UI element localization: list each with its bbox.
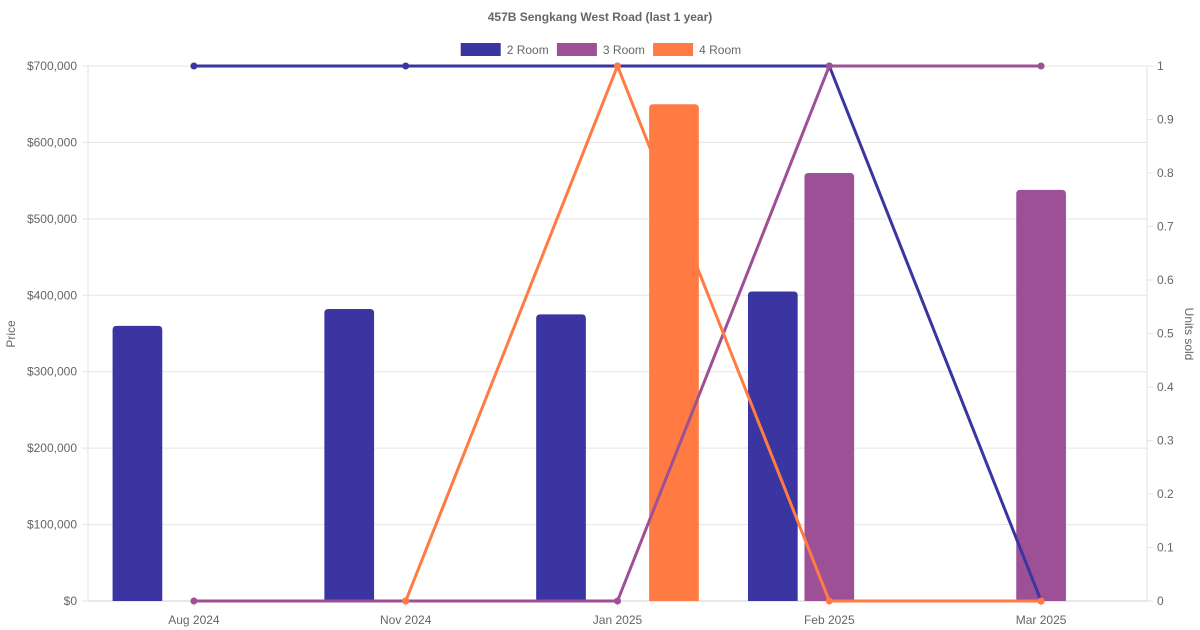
price-bar: [747, 291, 798, 601]
units-point: [614, 62, 621, 70]
right-tick-label: 0.9: [1157, 113, 1174, 127]
legend: 2 Room 3 Room 4 Room: [460, 43, 741, 57]
units-lines: [190, 62, 1045, 605]
price-bar: [1016, 189, 1066, 602]
units-point: [402, 597, 410, 605]
units-point: [825, 597, 833, 605]
price-bar: [112, 325, 163, 601]
right-axis-title: Units sold: [1182, 308, 1196, 361]
left-tick-label: $100,000: [27, 518, 77, 532]
right-tick-label: 0.8: [1157, 166, 1174, 180]
legend-swatch: [556, 43, 597, 56]
x-tick-label: Jan 2025: [593, 613, 643, 627]
grid-lines: [82, 65, 1153, 607]
legend-swatch: [653, 43, 694, 56]
left-tick-label: $300,000: [27, 365, 77, 379]
right-tick-label: 1: [1157, 59, 1164, 73]
units-point: [190, 597, 198, 605]
units-point: [1037, 62, 1045, 70]
right-axis-ticks: 0 0.1 0.2 0.3 0.4 0.5 0.6 0.7 0.8 0.9 1: [1157, 59, 1174, 608]
legend-label: 4 Room: [699, 43, 741, 57]
x-tick-label: Nov 2024: [380, 613, 432, 627]
right-tick-label: 0.5: [1157, 327, 1174, 341]
units-point: [190, 62, 198, 70]
price-bar: [649, 104, 699, 601]
left-tick-label: $400,000: [27, 288, 77, 302]
legend-swatch: [460, 43, 501, 56]
price-bar: [536, 314, 586, 601]
right-tick-label: 0.1: [1157, 541, 1174, 555]
legend-label: 2 Room: [507, 43, 549, 57]
left-tick-label: $200,000: [27, 441, 77, 455]
x-axis-ticks: Aug 2024 Nov 2024 Jan 2025 Feb 2025 Mar 2025: [168, 613, 1067, 627]
right-tick-label: 0.6: [1157, 273, 1174, 287]
left-tick-label: $0: [64, 594, 78, 608]
left-axis-title: Price: [4, 320, 18, 348]
units-line: [404, 64, 1042, 603]
x-tick-label: Feb 2025: [804, 613, 855, 627]
right-tick-label: 0.7: [1157, 220, 1174, 234]
units-line: [193, 64, 1042, 603]
right-tick-label: 0.2: [1157, 487, 1174, 501]
units-point: [402, 62, 410, 70]
right-tick-label: 0.3: [1157, 434, 1174, 448]
x-tick-label: Mar 2025: [1016, 613, 1067, 627]
chart-title: 457B Sengkang West Road (last 1 year): [488, 10, 713, 24]
units-point: [614, 597, 621, 605]
price-bars: [112, 104, 1066, 602]
left-tick-label: $600,000: [27, 135, 77, 149]
legend-label: 3 Room: [603, 43, 645, 57]
right-tick-label: 0.4: [1157, 380, 1174, 394]
right-tick-label: 0: [1157, 594, 1164, 608]
x-tick-label: Aug 2024: [168, 613, 220, 627]
price-bar: [804, 173, 855, 601]
units-line: [193, 64, 1043, 602]
left-axis-ticks: $0 $100,000 $200,000 $300,000 $400,000 $500,0…: [27, 59, 77, 608]
price-bar: [324, 309, 375, 601]
units-point: [825, 62, 833, 70]
units-point: [1037, 597, 1045, 605]
left-tick-label: $700,000: [27, 59, 77, 73]
left-tick-label: $500,000: [27, 212, 77, 226]
